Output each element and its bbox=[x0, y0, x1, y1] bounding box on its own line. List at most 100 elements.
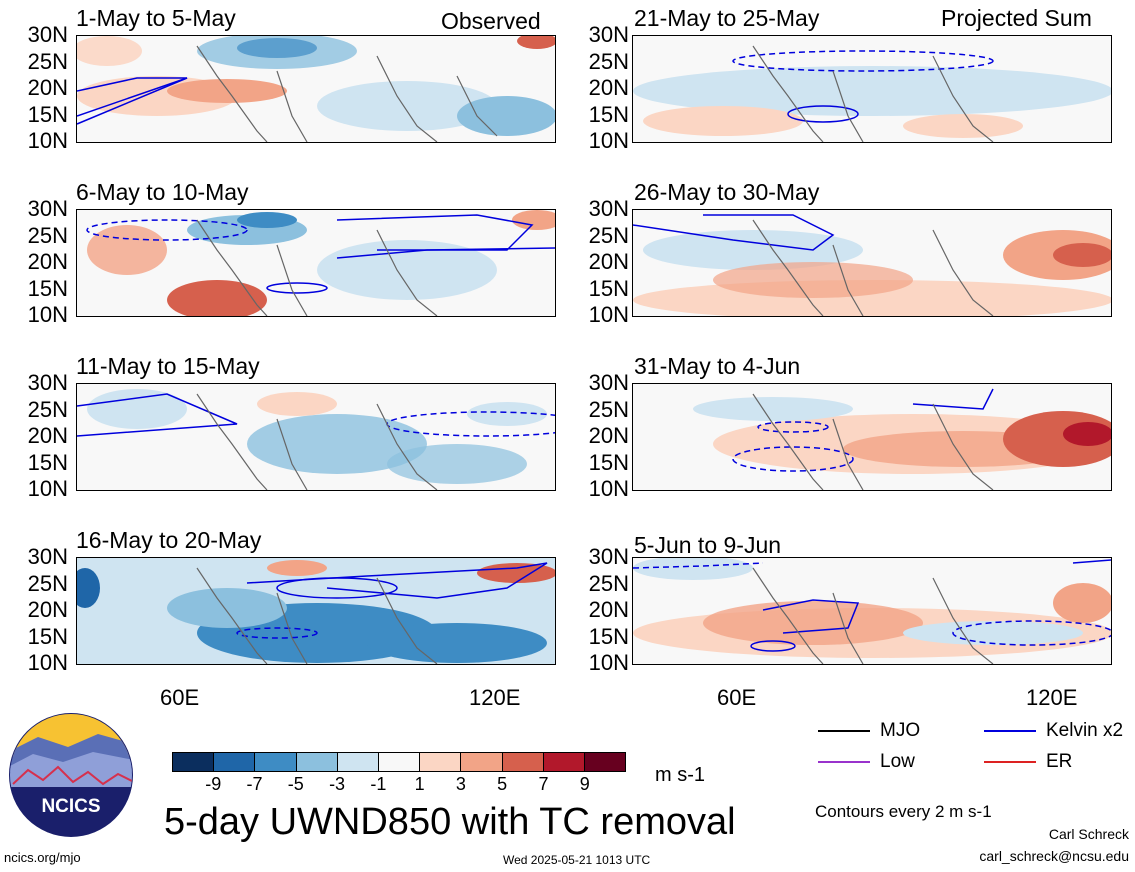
legend-mjo-label: MJO bbox=[880, 720, 921, 741]
lat-label: 10N bbox=[588, 650, 629, 675]
panel-title: 1-May to 5-May bbox=[76, 5, 236, 31]
lat-label: 30N bbox=[588, 196, 629, 221]
panel-title: 26-May to 30-May bbox=[634, 179, 820, 205]
figure-title: 5-day UWND850 with TC removal bbox=[164, 801, 736, 843]
lat-label: 25N bbox=[27, 396, 68, 422]
lat-label: 30N bbox=[27, 22, 68, 47]
panel-tag: Observed bbox=[441, 8, 541, 34]
map-panel-7 bbox=[70, 557, 557, 665]
colorbar-tick-label: -1 bbox=[370, 774, 387, 794]
author-name: Carl Schreck bbox=[1048, 826, 1129, 842]
legend-er-line bbox=[984, 761, 1036, 763]
lat-label: 10N bbox=[27, 128, 68, 153]
lat-label: 30N bbox=[27, 544, 68, 569]
panel-title: 21-May to 25-May bbox=[634, 5, 820, 31]
lat-label: 15N bbox=[27, 623, 68, 649]
map-panel-6-svg bbox=[633, 384, 1123, 491]
colorbar-tick-label: -7 bbox=[246, 774, 263, 794]
lat-label: 10N bbox=[27, 476, 68, 501]
lat-label: 10N bbox=[588, 128, 629, 153]
lat-label: 15N bbox=[588, 623, 629, 649]
map-panel-3-svg bbox=[77, 210, 562, 320]
map-panel-2-svg bbox=[633, 36, 1113, 143]
lat-label: 15N bbox=[588, 101, 629, 127]
lat-label: 25N bbox=[27, 570, 68, 596]
panel-title: 5-Jun to 9-Jun bbox=[634, 532, 782, 558]
lat-label: 25N bbox=[588, 396, 629, 422]
colorbar-tick-label: 1 bbox=[414, 774, 425, 794]
colorbar-swatch bbox=[378, 753, 421, 771]
colorbar-swatch bbox=[584, 753, 626, 771]
lat-label: 20N bbox=[27, 249, 68, 274]
lat-label: 20N bbox=[27, 75, 68, 100]
map-panel-8 bbox=[632, 556, 1114, 665]
colorbar-units: m s-1 bbox=[655, 764, 705, 786]
colorbar-swatch bbox=[502, 753, 544, 771]
lon-label: 60E bbox=[717, 685, 757, 710]
lat-label: 15N bbox=[27, 449, 68, 475]
lat-label: 25N bbox=[27, 48, 68, 74]
lat-label: 25N bbox=[588, 570, 629, 596]
colorbar-tick-label: 5 bbox=[497, 774, 508, 794]
colorbar-swatch bbox=[173, 753, 215, 771]
map-panel-6 bbox=[632, 383, 1123, 491]
lat-label: 10N bbox=[588, 476, 629, 501]
colorbar-swatch bbox=[461, 753, 503, 771]
lat-label: 25N bbox=[588, 48, 629, 74]
lat-label: 25N bbox=[27, 222, 68, 248]
colorbar bbox=[172, 752, 626, 772]
ncics-logo-icon: NCICS bbox=[9, 713, 133, 837]
lat-label: 30N bbox=[27, 196, 68, 221]
legend-kelvin-line bbox=[984, 730, 1036, 732]
lon-label: 60E bbox=[160, 685, 200, 710]
panel-tag: Projected Sum bbox=[941, 5, 1092, 31]
timestamp: Wed 2025-05-21 1013 UTC bbox=[503, 853, 651, 867]
legend-low-label: Low bbox=[880, 751, 915, 772]
lat-label: 15N bbox=[27, 275, 68, 301]
map-panel-7-svg bbox=[70, 558, 557, 665]
map-panel-4 bbox=[632, 209, 1123, 320]
lat-label: 15N bbox=[27, 101, 68, 127]
legend-er-label: ER bbox=[1046, 751, 1073, 772]
map-panel-8-svg bbox=[632, 556, 1114, 665]
colorbar-tick-label: -5 bbox=[287, 774, 304, 794]
map-panel-5-svg bbox=[76, 384, 588, 491]
lat-label: 15N bbox=[588, 449, 629, 475]
lat-label: 10N bbox=[27, 650, 68, 675]
panel-title: 31-May to 4-Jun bbox=[634, 353, 801, 379]
colorbar-tick-label: 9 bbox=[579, 774, 590, 794]
lon-label: 120E bbox=[469, 685, 521, 710]
colorbar-swatch bbox=[543, 753, 585, 771]
map-panel-3 bbox=[76, 209, 562, 320]
lat-label: 10N bbox=[588, 302, 629, 327]
lat-label: 20N bbox=[27, 597, 68, 622]
colorbar-swatch bbox=[214, 753, 256, 771]
contour-note: Contours every 2 m s-1 bbox=[815, 802, 992, 821]
lat-label: 30N bbox=[588, 370, 629, 395]
map-panel-1-svg bbox=[72, 33, 557, 143]
logo-text: NCICS bbox=[41, 796, 100, 817]
colorbar-tick-label: -3 bbox=[329, 774, 346, 794]
legend-kelvin-label: Kelvin x2 bbox=[1046, 720, 1124, 741]
panel-title: 11-May to 15-May bbox=[76, 353, 260, 379]
legend-mjo-line bbox=[818, 730, 870, 732]
lat-label: 20N bbox=[588, 249, 629, 274]
lat-label: 20N bbox=[588, 597, 629, 622]
lat-label: 30N bbox=[588, 22, 629, 47]
map-panel-2 bbox=[632, 35, 1113, 143]
lat-label: 10N bbox=[27, 302, 68, 327]
lon-label: 120E bbox=[1026, 685, 1078, 710]
colorbar-swatch bbox=[420, 753, 462, 771]
colorbar-swatch bbox=[296, 753, 338, 771]
colorbar-swatch bbox=[337, 753, 379, 771]
lat-label: 20N bbox=[588, 423, 629, 448]
lat-label: 30N bbox=[588, 544, 629, 569]
colorbar-tick-label: 7 bbox=[538, 774, 549, 794]
lat-label: 20N bbox=[27, 423, 68, 448]
lat-label: 25N bbox=[588, 222, 629, 248]
lat-label: 15N bbox=[588, 275, 629, 301]
colorbar-swatch bbox=[255, 753, 297, 771]
map-panel-4-svg bbox=[632, 210, 1123, 320]
panel-title: 16-May to 20-May bbox=[76, 527, 262, 553]
panel-title: 6-May to 10-May bbox=[76, 179, 249, 205]
